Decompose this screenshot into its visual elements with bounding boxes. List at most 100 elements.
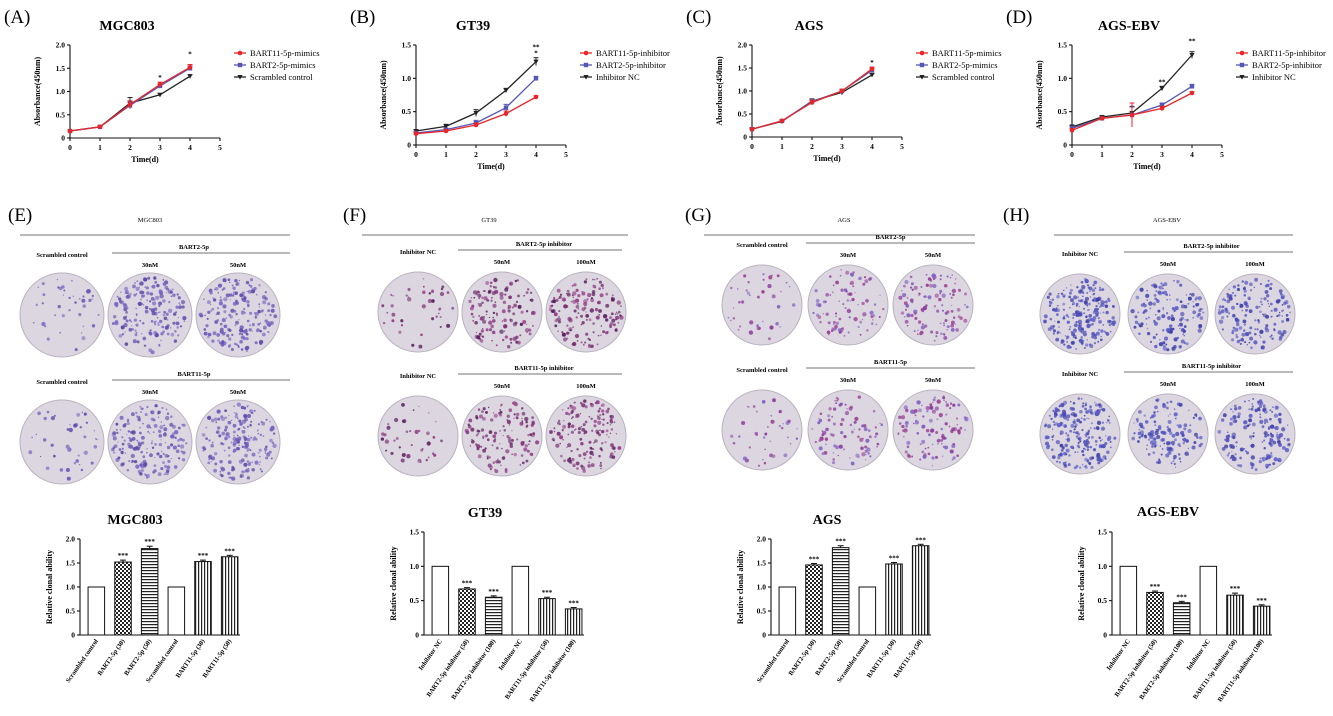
colony-dot	[1161, 284, 1165, 287]
colony-dot	[1192, 310, 1197, 315]
colony-dot	[493, 439, 496, 443]
colony-dot	[232, 423, 237, 428]
colony-dot	[140, 468, 145, 473]
colony-dot	[1232, 313, 1236, 318]
colony-dot	[610, 443, 614, 447]
colony-dot	[59, 331, 62, 334]
colony-dot	[1098, 436, 1101, 440]
colony-dot	[166, 445, 171, 450]
colony-dot	[1192, 305, 1195, 308]
colony-dot	[250, 436, 253, 439]
colony-dot	[843, 435, 847, 439]
colony-dot	[118, 448, 122, 451]
colony-dot	[1062, 294, 1066, 298]
y-tick-label: 2.0	[56, 41, 66, 50]
colony-dot	[149, 329, 152, 332]
dish-plate	[721, 264, 803, 346]
colony-dot	[936, 309, 940, 313]
colony-dot	[393, 439, 396, 442]
colony-dot	[154, 404, 158, 408]
colony-dot	[150, 442, 153, 445]
colony-dot	[485, 298, 489, 302]
colony-dot	[230, 347, 234, 352]
colony-dot	[1111, 316, 1115, 320]
colony-dot	[154, 331, 158, 335]
colony-dot	[587, 293, 592, 298]
colony-dot	[180, 299, 186, 305]
data-point	[779, 118, 785, 124]
colony-dot	[598, 407, 602, 410]
legend-label: BART11-5p-mimics	[250, 48, 320, 58]
colony-dot	[835, 315, 837, 318]
colony-dot	[1156, 434, 1161, 440]
colony-dot	[465, 430, 470, 435]
colony-dot	[921, 323, 924, 326]
colony-dot	[1222, 299, 1224, 301]
bar	[87, 586, 106, 636]
colony-dot	[1068, 291, 1072, 295]
colony-dot	[1233, 404, 1237, 408]
significance-marker: ***	[542, 589, 553, 597]
colony-dot	[125, 311, 128, 314]
colony-dot	[600, 404, 603, 407]
colony-dot	[1167, 450, 1172, 455]
colony-dot	[512, 336, 517, 341]
colony-dot	[1055, 313, 1059, 317]
group-label: BART11-5p inhibitor	[1182, 363, 1241, 370]
colony-dot	[155, 295, 160, 300]
colony-dot	[905, 408, 909, 413]
colony-dot	[206, 300, 211, 305]
colony-dot	[232, 443, 237, 447]
colony-dot	[425, 458, 428, 462]
colony-dot	[796, 428, 798, 430]
colony-dot	[553, 427, 556, 430]
colony-dot	[91, 298, 93, 300]
colony-dot	[601, 442, 604, 445]
colony-dot	[1273, 457, 1278, 462]
colony-dot	[1189, 293, 1192, 295]
colony-dot	[1217, 311, 1222, 315]
dose-label: 50nM	[1160, 261, 1176, 268]
colony-dot	[1138, 436, 1141, 439]
y-axis-label: Absorbance(450nm)	[379, 60, 388, 130]
data-point	[503, 111, 509, 116]
colony-dot	[1262, 404, 1266, 408]
colony-dot	[82, 304, 86, 308]
colony-dot	[1059, 443, 1064, 448]
colony-dot	[121, 442, 125, 446]
y-tick-label: 1.5	[1058, 41, 1068, 50]
colony-dot	[512, 401, 517, 406]
colony-dot	[565, 292, 568, 295]
colony-dot	[114, 302, 119, 307]
y-tick-label: 0.5	[66, 607, 76, 616]
colony-dot	[259, 468, 262, 471]
colony-dot	[601, 429, 605, 434]
colony-dot	[153, 423, 158, 428]
dose-label: 30nM	[840, 252, 856, 259]
colony-dot	[1160, 282, 1163, 285]
colony-dot	[861, 452, 866, 457]
colony-dot	[829, 293, 832, 296]
colony-dot	[600, 334, 602, 337]
dose-label: 100nM	[1245, 261, 1265, 268]
y-tick-label: 0.5	[1098, 596, 1108, 605]
colony-dot	[229, 281, 231, 284]
colony-dot	[46, 410, 50, 414]
colony-dot	[1260, 297, 1263, 300]
colony-dot	[1174, 466, 1177, 468]
y-tick-label: 1.0	[66, 583, 76, 592]
colony-dot	[1161, 448, 1164, 450]
colony-dot	[247, 467, 250, 470]
colony-dot	[556, 288, 561, 293]
colony-dot	[260, 470, 263, 473]
colony-dot	[916, 431, 920, 435]
colony-dot	[931, 465, 934, 467]
colony-dot	[1142, 427, 1145, 430]
colony-dot	[244, 311, 246, 314]
colony-dot	[1048, 304, 1052, 307]
colony-dot	[1266, 294, 1270, 298]
culture-dish	[19, 272, 105, 358]
colony-dot	[943, 283, 948, 288]
colony-dot	[412, 409, 415, 411]
colony-dot	[243, 462, 248, 467]
